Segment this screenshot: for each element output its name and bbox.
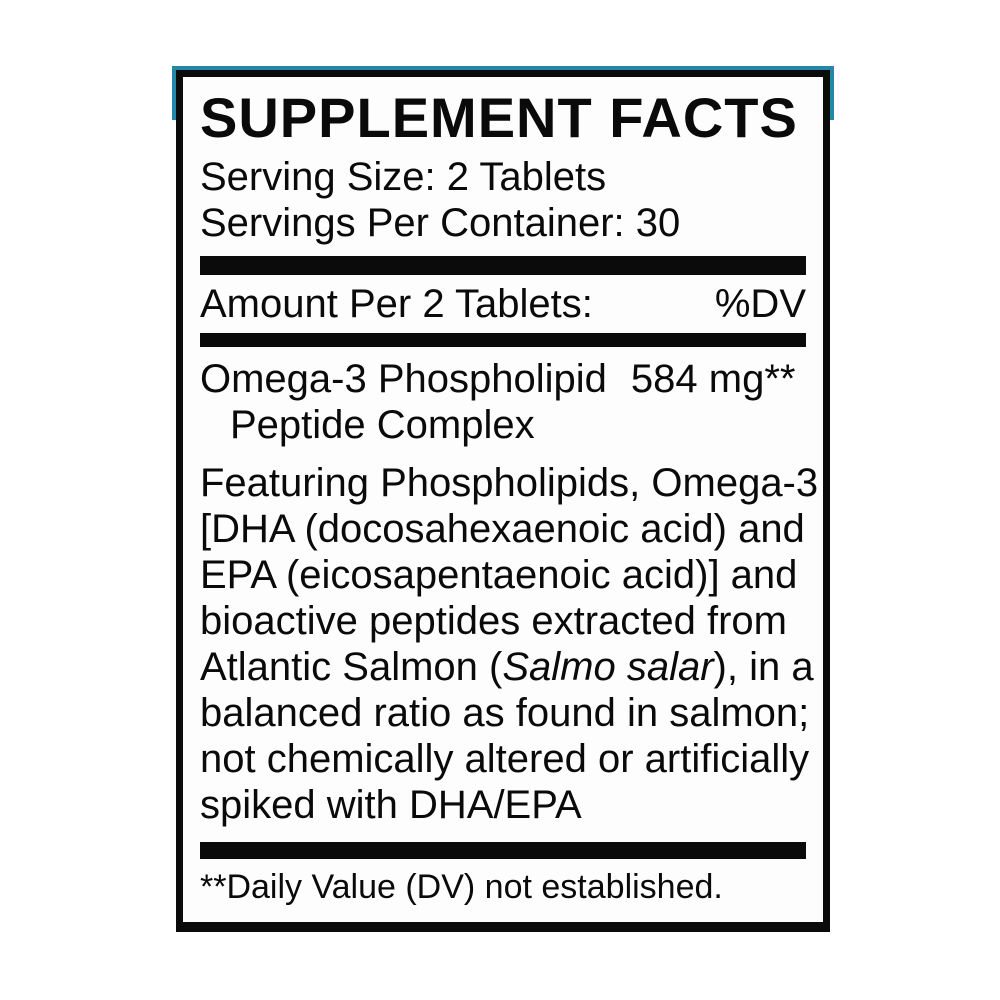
- description-line: not chemically altered or artificially: [200, 736, 810, 781]
- daily-value-footnote: **Daily Value (DV) not established.: [200, 867, 723, 906]
- divider-bar-top: [200, 255, 806, 275]
- ingredient-dv-value: **: [764, 356, 796, 401]
- description-line: Atlantic Salmon (Salmo salar), in a: [200, 644, 814, 689]
- description-line: balanced ratio as found in salmon;: [200, 690, 810, 735]
- serving-info: Serving Size: 2 Tablets Servings Per Con…: [200, 154, 806, 246]
- supplement-facts-label: SUPPLEMENT FACTS Serving Size: 2 Tablets…: [172, 66, 834, 932]
- ingredient-amount: 584 mg: [630, 356, 765, 401]
- ingredient-name-continued: Peptide Complex: [230, 402, 535, 447]
- divider-bar-middle: [200, 332, 806, 347]
- description-line: spiked with DHA/EPA: [200, 782, 582, 827]
- amount-header-row: Amount Per 2 Tablets: %DV: [200, 275, 806, 333]
- description-line: bioactive peptides extracted from: [200, 598, 787, 643]
- panel-title: SUPPLEMENT FACTS: [200, 86, 798, 149]
- servings-per-container: Servings Per Container: 30: [200, 200, 681, 245]
- ingredient-row: Omega-3 Phospholipid 584 mg **: [200, 356, 806, 402]
- description-line: EPA (eicosapentaenoic acid)] and: [200, 552, 798, 597]
- description-line: [DHA (docosahexaenoic acid) and: [200, 506, 805, 551]
- amount-per-label: Amount Per 2 Tablets:: [200, 281, 593, 326]
- ingredient-name: Omega-3 Phospholipid: [200, 356, 607, 401]
- description-paragraph: Featuring Phospholipids, Omega-3 [DHA (do…: [200, 460, 819, 828]
- description-line: Featuring Phospholipids, Omega-3: [200, 460, 819, 505]
- divider-bar-bottom: [200, 841, 806, 859]
- dv-column-header: %DV: [714, 281, 806, 326]
- serving-size: Serving Size: 2 Tablets: [200, 154, 607, 199]
- supplement-facts-panel: SUPPLEMENT FACTS Serving Size: 2 Tablets…: [176, 70, 830, 932]
- ingredient-entry: Omega-3 Phospholipid 584 mg ** Peptide C…: [200, 356, 806, 448]
